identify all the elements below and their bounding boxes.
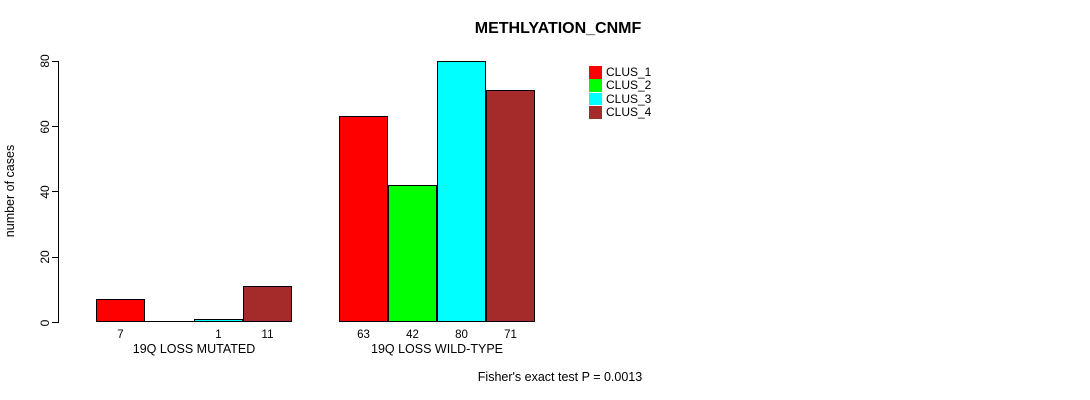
bar-clus_3-group1	[194, 319, 243, 322]
y-axis-tick-label: 80	[38, 54, 52, 68]
legend-label: CLUS_2	[606, 78, 652, 93]
y-axis-tick-label: 60	[38, 119, 52, 134]
y-axis-tick-label: 0	[38, 319, 52, 326]
bar-value-label: 63	[357, 329, 370, 341]
legend-label: CLUS_4	[606, 105, 652, 120]
bar-value-label: 7	[117, 329, 124, 341]
bar-value-label: 80	[455, 329, 468, 341]
legend-swatch-clus_3	[589, 92, 602, 106]
bar-clus_1-group1	[96, 299, 145, 322]
y-axis-tick	[52, 60, 59, 62]
bar-value-label: 11	[261, 329, 274, 341]
bar-clus_2-group2	[388, 185, 437, 322]
legend-label: CLUS_1	[606, 65, 652, 79]
bar-clus_4-group2	[486, 90, 535, 322]
legend-swatch-clus_4	[589, 106, 602, 119]
x-axis-category-label: 19Q LOSS MUTATED	[132, 342, 256, 356]
y-axis-tick	[52, 126, 59, 128]
legend-swatch-clus_1	[589, 66, 602, 79]
bar-clus_2-group1	[145, 321, 194, 322]
legend-swatch-clus_2	[589, 79, 602, 92]
bar-value-label: 1	[215, 329, 222, 341]
bar-clus_3-group2	[437, 61, 486, 322]
bar-value-label: 71	[504, 329, 517, 341]
y-axis-tick-label: 20	[38, 250, 52, 264]
bar-clus_4-group1	[243, 286, 292, 322]
fisher-test-note: Fisher's exact test P = 0.0013	[477, 370, 643, 384]
bar-clus_1-group2	[339, 116, 388, 322]
y-axis-tick	[52, 256, 59, 258]
legend-label: CLUS_3	[606, 91, 652, 106]
y-axis-tick-label: 40	[38, 185, 52, 199]
bar-value-label: 42	[406, 329, 419, 341]
y-axis-label: number of cases	[3, 144, 17, 238]
chart-title: METHLYATION_CNMF	[474, 20, 642, 37]
x-axis-category-label: 19Q LOSS WILD-TYPE	[371, 342, 503, 356]
y-axis-tick	[52, 191, 59, 193]
y-axis-tick	[52, 322, 59, 323]
